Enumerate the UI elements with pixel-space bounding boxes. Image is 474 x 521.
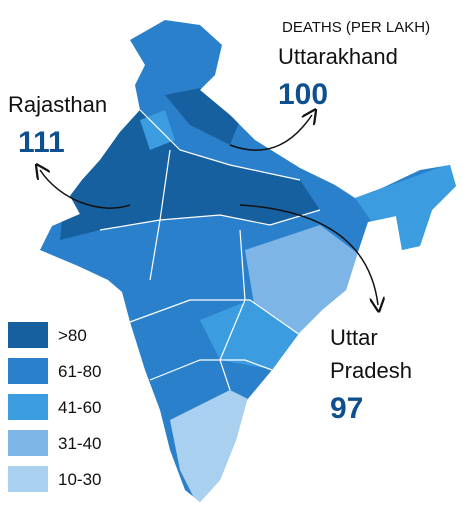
legend-swatch <box>8 322 48 348</box>
legend-label: 31-40 <box>58 434 101 453</box>
state-border <box>149 149 171 281</box>
legend-swatch <box>8 466 48 492</box>
region <box>60 110 320 240</box>
arrow <box>40 170 131 209</box>
legend-label: 41-60 <box>58 398 101 417</box>
legend-swatch <box>8 394 48 420</box>
region <box>165 88 240 145</box>
arrow <box>239 204 378 305</box>
callout-value: 97 <box>330 392 363 425</box>
callout-name: Rajasthan <box>8 92 107 117</box>
legend-label: 61-80 <box>58 362 101 381</box>
callout-name: Uttar <box>330 325 378 350</box>
legend-swatch <box>8 358 48 384</box>
callout-name: Pradesh <box>330 358 412 383</box>
legend-swatch <box>8 430 48 456</box>
heading: DEATHS (PER LAKH) <box>282 19 430 36</box>
arrow <box>229 115 312 151</box>
callout-value: 111 <box>18 126 65 159</box>
state-border <box>219 229 246 391</box>
region <box>355 160 456 260</box>
callout-name: Uttarakhand <box>278 44 398 69</box>
legend-label: 10-30 <box>58 470 101 489</box>
state-border <box>99 209 321 231</box>
state-border <box>129 299 301 336</box>
callout-value: 100 <box>278 78 328 111</box>
region <box>170 390 250 502</box>
legend: >80 61-80 41-60 31-40 10-30 <box>8 322 101 492</box>
region <box>140 110 175 150</box>
state-border <box>139 109 301 181</box>
legend-label: >80 <box>58 326 87 345</box>
state-border <box>149 359 273 381</box>
